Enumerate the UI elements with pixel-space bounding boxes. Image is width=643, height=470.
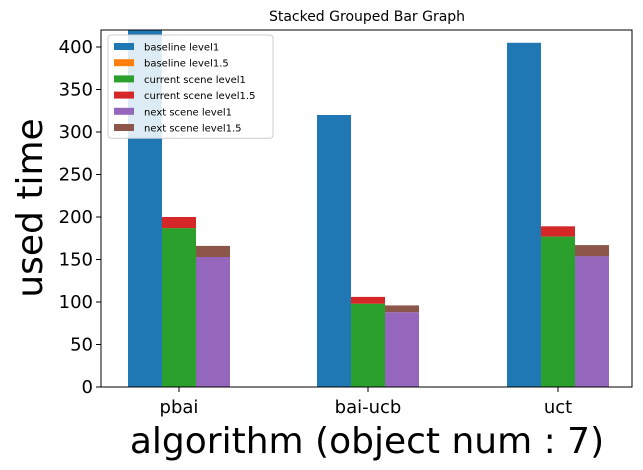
bar-uct-baseline-level1: [507, 42, 541, 388]
legend-swatch: [114, 43, 134, 50]
bar-pbai-current-scene-level1: [162, 228, 196, 387]
legend-label: next scene level1.5: [144, 124, 242, 135]
y-axis: 0 50 100 150 200 250 300 350 400: [59, 37, 101, 398]
bars-layer: [128, 30, 609, 388]
y-tick-label: 400: [59, 37, 93, 58]
legend-label: baseline level1.5: [144, 59, 229, 70]
x-axis: pbai bai-ucb uct: [160, 387, 572, 418]
x-tick-label: pbai: [160, 397, 199, 418]
bar-bai-ucb-next-scene-level1-5: [385, 305, 419, 313]
bar-pbai-next-scene-level1: [196, 257, 230, 387]
y-tick-label: 0: [82, 377, 93, 398]
bar-uct-current-scene-level1: [541, 236, 575, 387]
y-tick-label: 300: [59, 122, 93, 143]
plot-frame: [100, 29, 633, 388]
x-tick-label: uct: [544, 397, 572, 418]
y-tick-label: 50: [70, 335, 93, 356]
legend-label: next scene level1: [144, 107, 232, 118]
x-tick-label: bai-ucb: [335, 397, 402, 418]
legend-swatch: [114, 91, 134, 99]
chart-title: Stacked Grouped Bar Graph: [269, 9, 465, 25]
legend: baseline level1 baseline level1.5 current …: [107, 34, 274, 139]
bar-uct-current-scene-level1-5: [541, 226, 575, 237]
y-axis-label: used time: [10, 118, 51, 297]
legend-swatch: [114, 124, 134, 131]
legend-label: current scene level1.5: [144, 91, 255, 102]
y-tick-label: 200: [59, 207, 93, 228]
legend-label: current scene level1: [144, 75, 246, 86]
bar-pbai-next-scene-level1-5: [196, 245, 230, 257]
legend-label: baseline level1: [144, 43, 219, 54]
bar-bai-ucb-current-scene-level1: [351, 303, 385, 387]
y-tick-label: 350: [59, 80, 93, 101]
bar-bai-ucb-current-scene-level1-5: [351, 296, 385, 304]
legend-frame: [107, 34, 274, 139]
bar-bai-ucb-next-scene-level1: [385, 312, 419, 387]
y-tick-label: 150: [59, 250, 93, 271]
bar-bai-ucb-baseline-level1: [317, 115, 351, 387]
bar-pbai-current-scene-level1-5: [162, 217, 196, 229]
x-axis-label: algorithm (object num : 7): [130, 421, 604, 462]
legend-swatch: [114, 59, 134, 67]
legend-swatch: [114, 107, 134, 115]
y-tick-label: 250: [59, 165, 93, 186]
legend-swatch: [114, 75, 134, 83]
bar-uct-next-scene-level1-5: [575, 245, 609, 257]
bar-uct-next-scene-level1: [575, 256, 609, 387]
y-tick-label: 100: [59, 292, 93, 313]
